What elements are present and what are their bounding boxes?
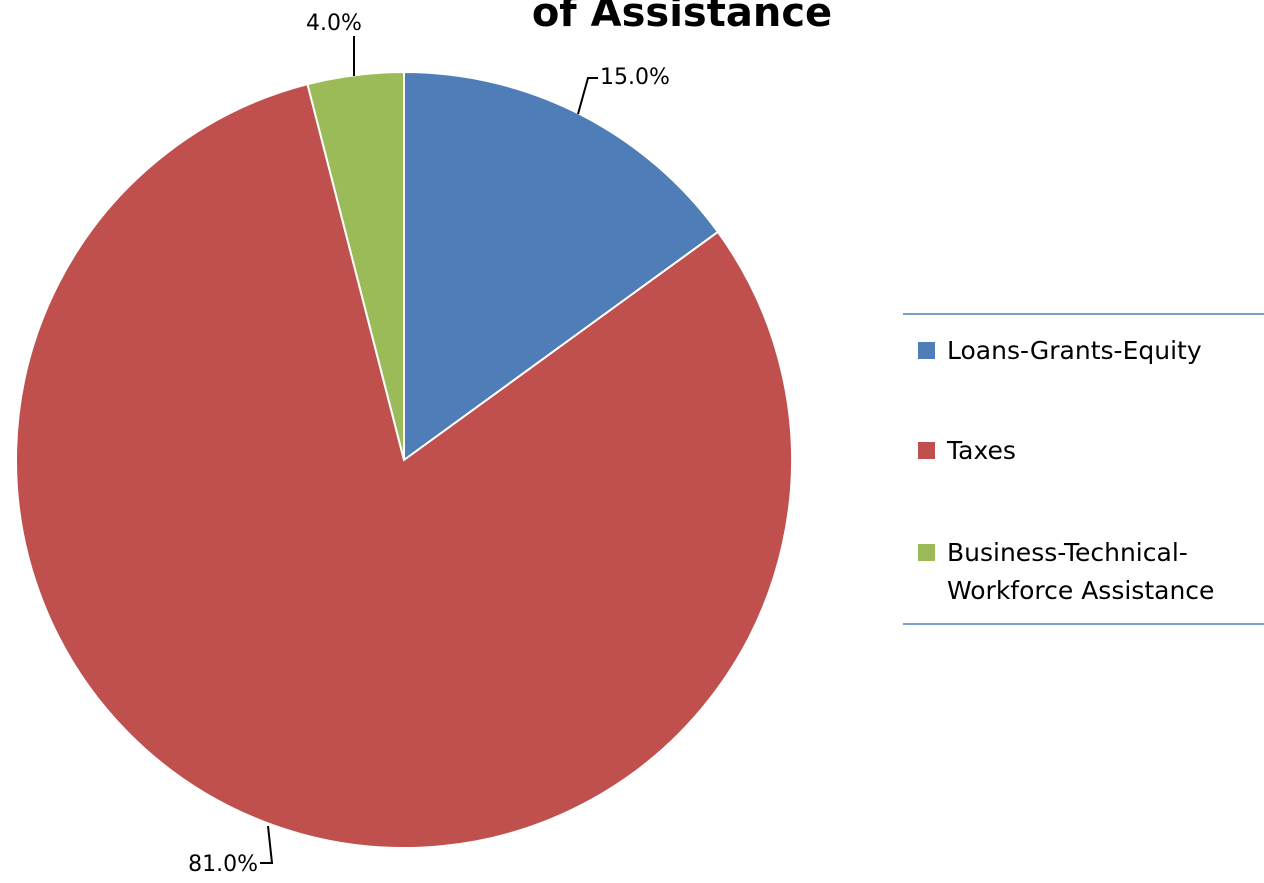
pie-slice-loans-grants-equity [403, 70, 720, 462]
chart-title: of Assistance [532, 0, 832, 36]
legend-swatch [918, 544, 935, 561]
data-label: 81.0% [188, 852, 258, 877]
pie-slice-business-technical-workforce-assistance [306, 70, 405, 461]
legend-label: Loans-Grants-Equity [947, 336, 1202, 365]
legend: Loans-Grants-Equity Taxes Business-Technic… [903, 313, 1264, 625]
legend-label: Taxes [946, 436, 1016, 465]
data-label: 4.0% [306, 11, 362, 36]
legend-swatch [918, 442, 935, 459]
data-labels: 15.0% 81.0% 4.0% [188, 11, 670, 877]
pie-slice-taxes [15, 82, 793, 849]
legend-label: Workforce Assistance [947, 576, 1214, 605]
leader-line [577, 77, 598, 115]
data-label: 15.0% [600, 65, 670, 90]
legend-swatch [918, 342, 935, 359]
data-label-leaders [260, 36, 598, 864]
legend-label: Business-Technical- [947, 538, 1188, 567]
pie-slices [15, 70, 793, 849]
leader-line [260, 825, 274, 864]
